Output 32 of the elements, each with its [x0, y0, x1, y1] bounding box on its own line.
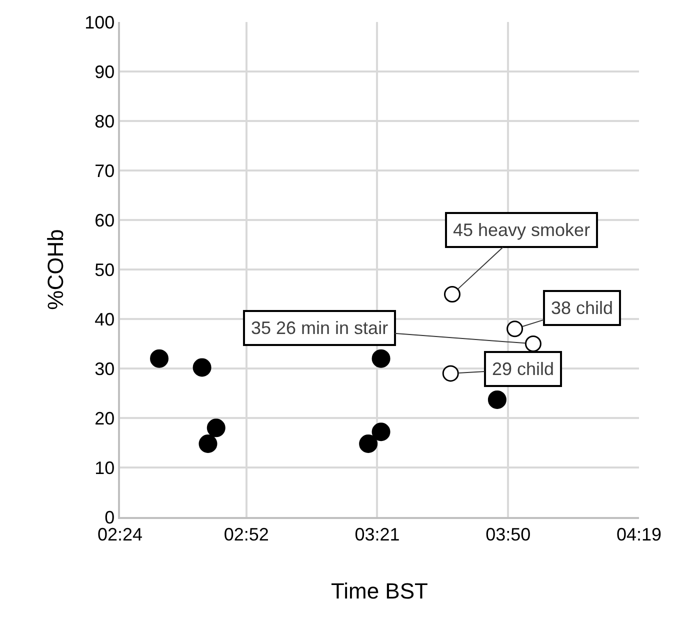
- y-tick-label: 20: [94, 408, 115, 428]
- x-axis-title: Time BST: [331, 578, 428, 604]
- y-tick-label: 70: [94, 160, 115, 181]
- point: [372, 422, 390, 442]
- annotation: 45 heavy smoker: [453, 220, 590, 240]
- x-tick-label: 04:19: [616, 524, 662, 544]
- point: [444, 286, 460, 302]
- annotation: 35 26 min in stair: [251, 318, 388, 338]
- y-tick-label: 40: [94, 309, 115, 330]
- point: [150, 349, 169, 368]
- y-tick-label: 50: [94, 260, 115, 280]
- point: [488, 390, 506, 409]
- y-tick-label: 10: [94, 458, 115, 478]
- annotation: 38 child: [551, 298, 614, 318]
- x-tick-label: 02:52: [224, 524, 269, 544]
- y-tick-label: 60: [94, 210, 115, 230]
- y-axis-title: %COHb: [42, 229, 68, 310]
- y-tick-label: 80: [94, 111, 115, 132]
- point: [359, 434, 378, 453]
- y-tick-label: 30: [94, 358, 115, 379]
- point: [198, 434, 218, 453]
- x-tick-label: 03:21: [354, 524, 400, 544]
- y-tick-label: 90: [94, 62, 115, 82]
- point: [372, 349, 390, 368]
- x-tick-label: 03:50: [486, 524, 531, 544]
- point: [524, 336, 542, 352]
- annotation: 29 child: [492, 359, 554, 379]
- y-tick-label: 100: [84, 12, 115, 32]
- point: [506, 320, 524, 338]
- point: [442, 365, 459, 382]
- point: [206, 418, 226, 438]
- point: [192, 358, 212, 377]
